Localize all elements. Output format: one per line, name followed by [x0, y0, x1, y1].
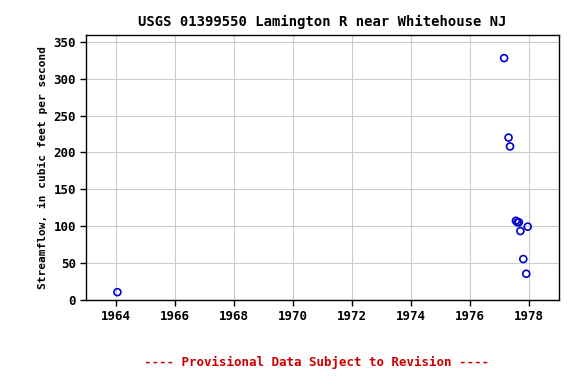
Point: [514, 219, 524, 225]
Point: [513, 219, 522, 225]
Point: [499, 55, 509, 61]
Point: [518, 256, 528, 262]
Point: [505, 143, 514, 149]
Point: [504, 134, 513, 141]
Point: [516, 228, 525, 234]
Point: [113, 289, 122, 295]
Text: ---- Provisional Data Subject to Revision ----: ---- Provisional Data Subject to Revisio…: [145, 356, 489, 369]
Point: [522, 271, 531, 277]
Point: [523, 223, 532, 230]
Point: [511, 218, 521, 224]
Y-axis label: Streamflow, in cubic feet per second: Streamflow, in cubic feet per second: [38, 46, 48, 288]
Title: USGS 01399550 Lamington R near Whitehouse NJ: USGS 01399550 Lamington R near Whitehous…: [138, 15, 507, 29]
